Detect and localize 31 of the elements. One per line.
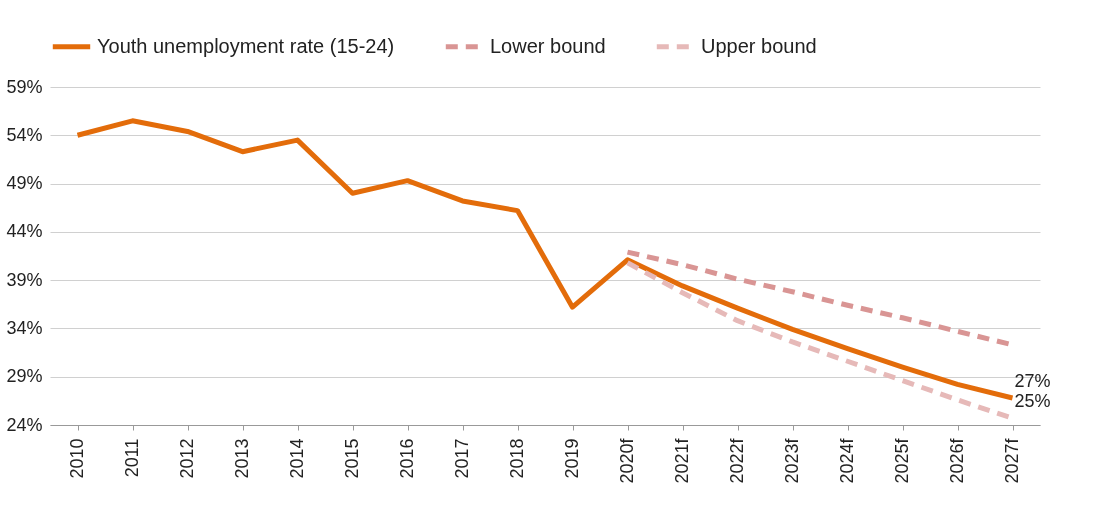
x-tick-label: 2010 xyxy=(67,438,87,479)
y-tick-label: 54% xyxy=(6,124,43,145)
y-tick-label: 44% xyxy=(6,221,43,242)
x-tick-label: 2011 xyxy=(122,438,142,478)
x-tick-label: 2013 xyxy=(232,438,252,479)
x-tick-label: 2022f xyxy=(727,437,747,484)
x-tick-label: 2015 xyxy=(342,438,362,479)
x-tick-label: 2024f xyxy=(837,437,857,484)
x-tick-label: 2017 xyxy=(452,438,472,479)
x-tick-label: 2021f xyxy=(672,437,692,484)
y-tick-label: 59% xyxy=(6,76,43,97)
data-label: 27% xyxy=(1014,370,1051,391)
x-tick-label: 2025f xyxy=(892,437,912,484)
x-tick-label: 2018 xyxy=(507,438,527,479)
y-tick-label: 49% xyxy=(6,173,43,194)
x-tick-label: 2014 xyxy=(287,438,307,479)
x-tick-label: 2027f xyxy=(1002,437,1022,484)
x-tick-label: 2023f xyxy=(782,437,802,484)
y-tick-label: 29% xyxy=(6,366,43,387)
x-tick-label: 2019 xyxy=(562,438,582,479)
y-tick-label: 24% xyxy=(6,414,43,435)
data-label: 25% xyxy=(1014,391,1051,412)
legend-label: Lower bound xyxy=(490,34,606,57)
legend-label: Youth unemployment rate (15-24) xyxy=(97,34,395,57)
x-tick-label: 2016 xyxy=(397,438,417,479)
x-tick-label: 2012 xyxy=(177,438,197,479)
x-tick-label: 2020f xyxy=(617,437,637,484)
legend-label: Upper bound xyxy=(701,34,817,57)
y-tick-label: 39% xyxy=(6,269,43,290)
x-tick-label: 2026f xyxy=(947,437,967,484)
y-tick-label: 34% xyxy=(6,317,43,338)
